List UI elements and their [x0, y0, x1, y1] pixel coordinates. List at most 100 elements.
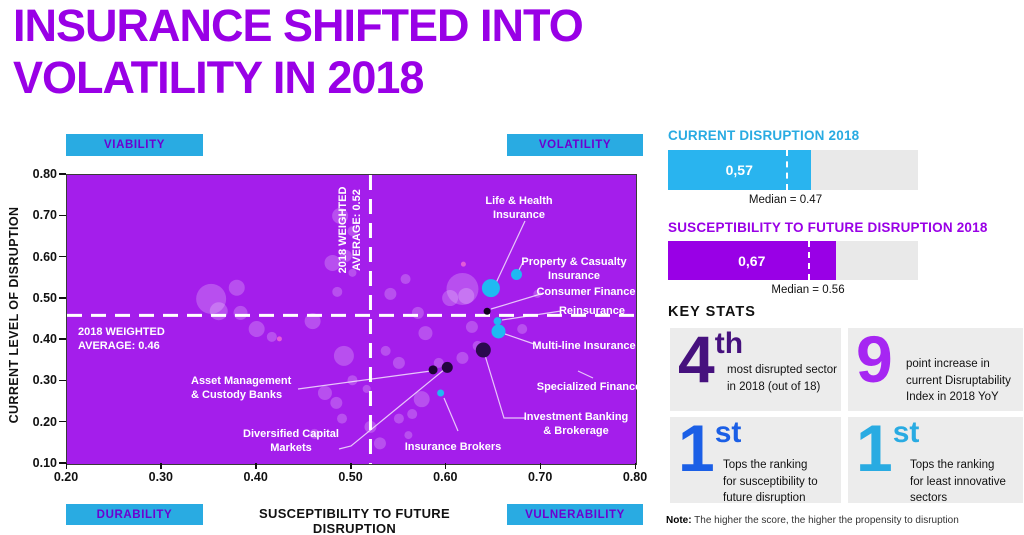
- sector-label: Consumer Finance: [536, 286, 636, 298]
- background-bubble: [228, 279, 245, 296]
- background-bubble: [433, 357, 444, 368]
- bar-fill-susceptibility: 0,67: [668, 241, 836, 280]
- quadrant-text: DURABILITY: [96, 508, 173, 521]
- stat-number: 9: [856, 322, 893, 396]
- current-disruption-bar: 0,57 Median = 0.47: [668, 150, 918, 206]
- x-tick-label: 0.40: [243, 470, 268, 484]
- y-tick-label: 0.50: [32, 290, 57, 305]
- weighted-average-y-label: 2018 WEIGHTED AVERAGE: 0.46: [78, 326, 165, 352]
- y-tick-label: 0.10: [32, 456, 57, 470]
- sector-label: Asset Management & Custody Banks: [191, 375, 292, 401]
- background-bubble: [348, 268, 357, 277]
- y-tick-mark: [59, 173, 66, 175]
- sector-label: Life & Health Insurance: [485, 195, 553, 221]
- background-bubble: [266, 331, 277, 342]
- median-line: [785, 150, 788, 190]
- y-tick-mark: [59, 297, 66, 299]
- background-bubble: [339, 249, 352, 262]
- bar-value: 0,57: [725, 162, 753, 178]
- sector-dot: [475, 342, 491, 358]
- background-bubble: [317, 385, 332, 400]
- quadrant-text: VOLATILITY: [538, 139, 612, 151]
- sector-dot: [511, 268, 523, 280]
- background-bubble: [209, 302, 228, 321]
- stat-description: most disrupted sector in 2018 (out of 18…: [727, 364, 837, 393]
- bar-value: 0,67: [738, 252, 766, 269]
- bar-track: 0,67: [668, 241, 918, 280]
- background-bubble: [418, 326, 433, 341]
- sector-label: Investment Banking & Brokerage: [523, 411, 629, 437]
- background-bubble: [330, 396, 343, 409]
- y-tick-mark: [59, 462, 66, 464]
- susceptibility-bar: 0,67 Median = 0.56: [668, 241, 918, 296]
- stat-card-least-innovative: 1st Tops the ranking for least innovativ…: [848, 413, 1023, 504]
- page-title-line1: INSURANCE SHIFTED INTO: [13, 0, 584, 51]
- background-bubble: [332, 207, 349, 224]
- y-axis-title: CURRENT LEVEL OF DISRUPTION: [7, 206, 21, 424]
- stat-suffix: th: [714, 327, 744, 360]
- sector-dot: [491, 324, 506, 339]
- background-bubble: [404, 431, 413, 440]
- leader-line: [443, 397, 459, 432]
- median-label: Median = 0.56: [771, 284, 845, 296]
- background-bubble: [460, 261, 466, 267]
- x-tick-label: 0.50: [338, 470, 363, 484]
- median-label: Median = 0.47: [748, 194, 823, 206]
- y-tick-label: 0.20: [32, 414, 57, 429]
- sector-label: Diversified Capital Markets: [243, 428, 339, 454]
- sector-dot: [437, 389, 445, 397]
- quadrant-label-vulnerability: VULNERABILITY: [507, 504, 643, 525]
- stat-description: point increase in current Disruptability…: [906, 358, 1011, 403]
- background-bubble: [196, 283, 227, 314]
- sector-label: Reinsurance: [558, 305, 626, 317]
- stat-card-ranking-susceptibility: 1st Tops the ranking for susceptibility …: [670, 413, 841, 504]
- background-bubble: [517, 323, 528, 334]
- x-tick-mark: [255, 463, 257, 469]
- y-tick-label: 0.80: [32, 167, 57, 181]
- quadrant-label-durability: DURABILITY: [66, 504, 203, 525]
- y-tick-label: 0.40: [32, 332, 57, 347]
- background-bubble: [392, 356, 405, 369]
- sector-label: Multi-line Insurance: [532, 340, 636, 352]
- leader-line: [518, 261, 524, 271]
- leader-line: [577, 370, 594, 379]
- bar-fill-current: 0,57: [668, 150, 811, 190]
- x-tick-label: 0.60: [433, 470, 458, 484]
- x-tick-mark: [444, 463, 447, 469]
- quadrant-text: VULNERABILITY: [525, 508, 625, 521]
- background-bubble: [384, 287, 397, 300]
- sector-dot: [441, 361, 453, 373]
- quadrant-label-volatility: VOLATILITY: [507, 134, 643, 156]
- leader-line: [501, 310, 562, 321]
- page-title-line2: VOLATILITY IN 2018: [13, 52, 424, 103]
- footnote-label: Note:: [666, 515, 692, 526]
- stat-description: Tops the ranking for susceptibility to f…: [723, 459, 818, 504]
- leader-line: [483, 351, 526, 419]
- sector-label: Property & Casualty Insurance: [521, 256, 627, 282]
- sector-dot: [483, 307, 491, 315]
- background-bubble: [446, 272, 479, 305]
- background-bubble: [465, 320, 478, 333]
- page-title: INSURANCE SHIFTED INTO VOLATILITY IN 201…: [13, 0, 584, 104]
- footnote-text: The higher the score, the higher the pro…: [691, 515, 959, 526]
- y-tick-label: 0.70: [32, 208, 57, 223]
- quadrant-label-viability: VIABILITY: [66, 134, 203, 156]
- current-disruption-title: CURRENT DISRUPTION 2018: [668, 128, 860, 143]
- stat-suffix: st: [892, 416, 920, 449]
- background-bubble: [407, 409, 418, 420]
- susceptibility-title: SUSCEPTIBILITY TO FUTURE DISRUPTION 2018: [668, 220, 988, 235]
- background-bubble: [233, 305, 248, 320]
- background-bubble: [347, 226, 358, 237]
- background-bubble: [362, 384, 371, 393]
- background-bubble: [333, 345, 354, 366]
- quadrant-text: VIABILITY: [104, 139, 165, 151]
- x-tick-mark: [634, 463, 636, 469]
- stat-number: 4th: [678, 322, 744, 396]
- x-tick-label: 0.80: [622, 470, 648, 484]
- scatter-plot-canvas: [67, 175, 636, 464]
- y-tick-mark: [59, 214, 66, 217]
- y-tick-label: 0.30: [32, 373, 57, 388]
- leader-line: [504, 333, 535, 345]
- background-bubble: [337, 413, 348, 424]
